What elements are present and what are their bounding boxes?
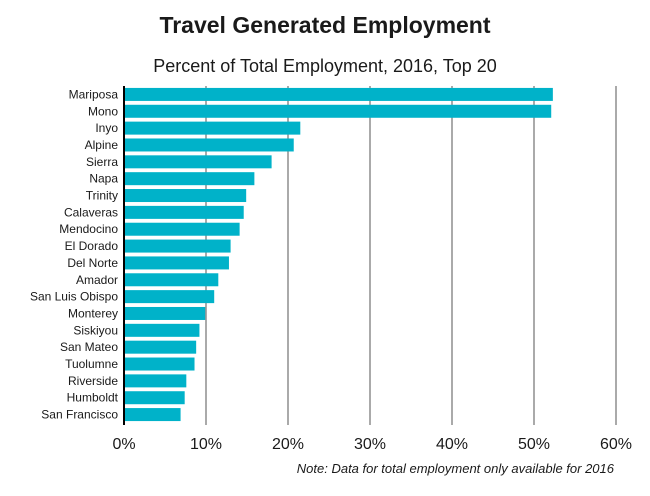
bar (124, 172, 255, 186)
bar (124, 138, 294, 152)
category-label: Mendocino (59, 222, 118, 236)
bar (124, 239, 231, 253)
category-label: Napa (89, 172, 118, 186)
chart-subtitle: Percent of Total Employment, 2016, Top 2… (153, 56, 497, 76)
category-label: San Francisco (41, 408, 118, 422)
category-label: El Dorado (65, 239, 119, 253)
x-tick-label: 40% (436, 436, 468, 453)
bar (124, 357, 195, 371)
bar (124, 121, 301, 135)
category-label: Mariposa (69, 87, 119, 101)
x-tick-label: 20% (272, 436, 304, 453)
bar (124, 290, 215, 304)
bar (124, 155, 272, 169)
x-tick-label: 30% (354, 436, 386, 453)
category-label: Tuolumne (65, 357, 118, 371)
bar (124, 323, 200, 337)
bar (124, 374, 187, 388)
bar (124, 306, 206, 320)
bar (124, 87, 553, 101)
bar (124, 104, 552, 118)
category-label: Sierra (86, 155, 118, 169)
category-label: Mono (88, 104, 118, 118)
category-label: Riverside (68, 374, 118, 388)
bar (124, 222, 240, 236)
bar (124, 391, 185, 405)
bar (124, 273, 219, 287)
category-label: Alpine (85, 138, 119, 152)
category-label: San Mateo (60, 340, 118, 354)
bar (124, 256, 229, 270)
bar (124, 189, 247, 203)
category-label: Siskiyou (73, 323, 118, 337)
category-label: Inyo (95, 121, 118, 135)
bar (124, 408, 181, 422)
category-label: Amador (76, 273, 118, 287)
category-label: Calaveras (64, 205, 118, 219)
category-label: Monterey (68, 306, 118, 320)
bar (124, 340, 197, 354)
x-tick-label: 50% (518, 436, 550, 453)
chart-title: Travel Generated Employment (159, 12, 491, 38)
x-tick-label: 0% (112, 436, 135, 453)
chart-note: Note: Data for total employment only ava… (296, 461, 614, 476)
category-label: Del Norte (67, 256, 118, 270)
category-label: Humboldt (67, 391, 119, 405)
bar (124, 205, 244, 219)
category-label: San Luis Obispo (30, 290, 118, 304)
x-tick-label: 60% (600, 436, 632, 453)
x-tick-label: 10% (190, 436, 222, 453)
category-label: Trinity (86, 189, 118, 203)
